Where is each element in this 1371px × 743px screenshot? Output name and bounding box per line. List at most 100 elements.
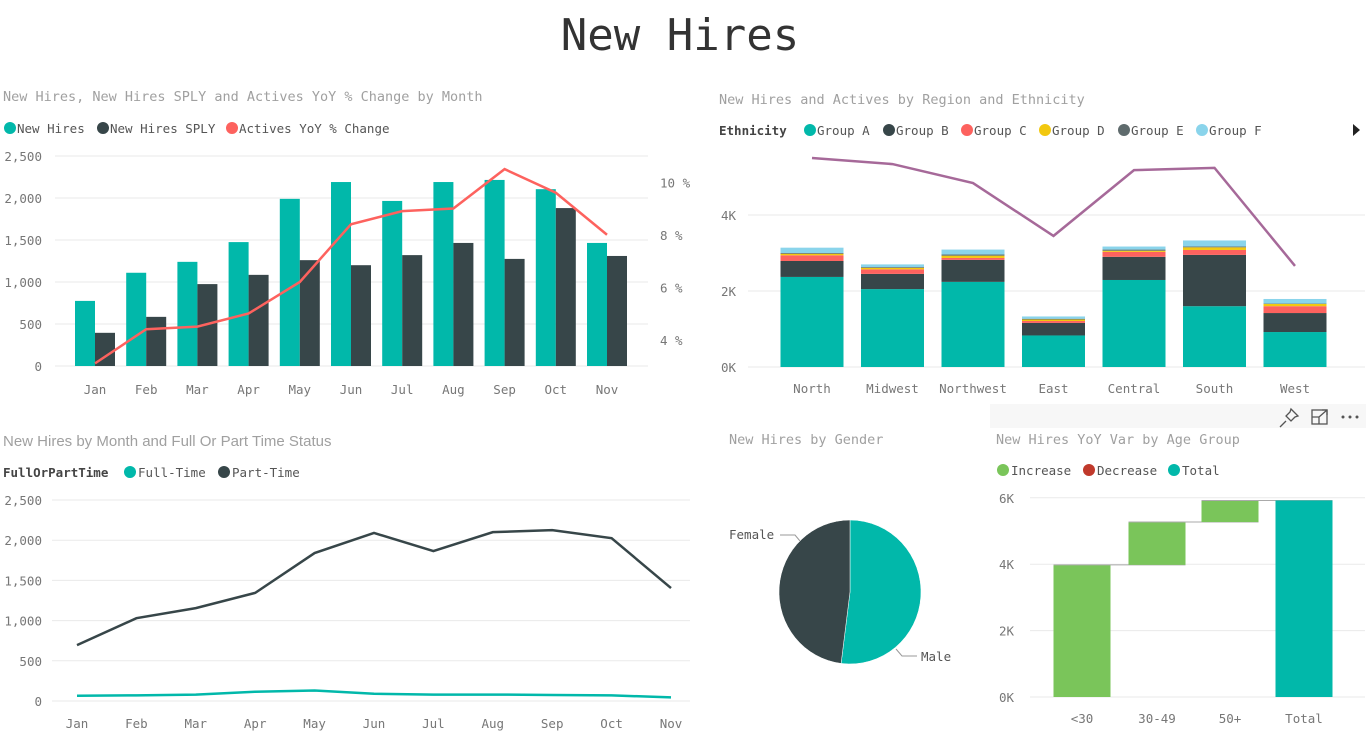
bar-segment-group-d[interactable] <box>1102 250 1166 252</box>
bar-segment-group-f[interactable] <box>941 249 1005 255</box>
bar-new-hires[interactable] <box>177 261 198 366</box>
bar-segment-group-b[interactable] <box>780 260 844 277</box>
waterfall-bar-total[interactable] <box>1275 500 1333 697</box>
legend-new-hires-sply[interactable]: New Hires SPLY <box>110 121 216 136</box>
bar-new-hires-sply[interactable] <box>248 274 269 366</box>
bar-segment-group-c[interactable] <box>941 257 1005 260</box>
bar-segment-group-e[interactable] <box>1022 318 1085 320</box>
bar-new-hires[interactable] <box>279 198 300 366</box>
line-actives-yoy-change <box>94 167 608 365</box>
bar-segment-group-b[interactable] <box>1263 313 1327 333</box>
legend-decrease[interactable]: Decrease <box>1097 463 1157 478</box>
bar-new-hires-sply[interactable] <box>555 208 576 366</box>
bar-segment-group-f[interactable] <box>1022 316 1085 319</box>
bar-new-hires-sply[interactable] <box>504 258 525 366</box>
age-group-waterfall-chart[interactable]: New Hires YoY Var by Age Group Increase … <box>990 404 1366 726</box>
bar-segment-group-d[interactable] <box>941 255 1005 258</box>
new-hires-combo-chart[interactable]: New Hires, New Hires SPLY and Actives Yo… <box>3 89 691 397</box>
bar-segment-group-c[interactable] <box>1263 306 1327 314</box>
bar-segment-group-a[interactable] <box>780 276 844 367</box>
bar-segment-group-d[interactable] <box>861 267 924 270</box>
legend-full-time[interactable]: Full-Time <box>138 465 206 480</box>
bar-segment-group-f[interactable] <box>780 247 844 253</box>
waterfall-bar-increase[interactable] <box>1128 522 1186 565</box>
waterfall-bar-increase[interactable] <box>1201 500 1259 523</box>
bar-segment-group-a[interactable] <box>861 289 924 367</box>
x-tick-label: Jul <box>391 382 414 397</box>
bar-segment-group-a[interactable] <box>1022 335 1085 367</box>
legend-next-arrow-icon[interactable] <box>1353 124 1360 136</box>
legend-item-group[interactable]: Group C <box>974 123 1027 138</box>
bar-segment-group-e[interactable] <box>1102 249 1166 251</box>
bar-new-hires[interactable] <box>535 189 556 366</box>
bar-new-hires-sply[interactable] <box>351 265 371 366</box>
focus-mode-icon[interactable] <box>1311 409 1328 425</box>
bar-segment-group-d[interactable] <box>1183 247 1246 250</box>
y-tick-label: 0 <box>34 694 42 709</box>
bar-segment-group-e[interactable] <box>780 253 844 254</box>
y-tick-label: 2,000 <box>4 533 42 548</box>
bar-segment-group-b[interactable] <box>861 273 924 290</box>
region-ethnicity-chart[interactable]: New Hires and Actives by Region and Ethn… <box>719 92 1365 396</box>
bar-segment-group-f[interactable] <box>1263 298 1327 304</box>
pie-slice-male[interactable] <box>840 519 922 665</box>
legend-part-time[interactable]: Part-Time <box>232 465 300 480</box>
bar-segment-group-b[interactable] <box>941 259 1005 282</box>
bar-segment-group-a[interactable] <box>941 281 1005 367</box>
y-tick-label: 2K <box>721 284 737 299</box>
legend-item-group[interactable]: Group A <box>817 123 870 138</box>
bar-segment-group-c[interactable] <box>1183 249 1246 255</box>
legend-increase[interactable]: Increase <box>1011 463 1071 478</box>
bar-new-hires[interactable] <box>75 300 95 366</box>
bar-segment-group-c[interactable] <box>861 269 924 274</box>
legend-dot-full-time <box>124 466 136 478</box>
bar-new-hires-sply[interactable] <box>95 332 115 366</box>
bar-segment-group-f[interactable] <box>1183 240 1246 247</box>
bar-segment-group-a[interactable] <box>1183 306 1246 367</box>
bar-segment-group-b[interactable] <box>1183 254 1246 307</box>
bar-new-hires[interactable] <box>331 182 351 366</box>
bar-new-hires[interactable] <box>484 179 505 366</box>
bar-new-hires-sply[interactable] <box>607 255 627 366</box>
legend-item-group[interactable]: Group B <box>896 123 949 138</box>
waterfall-bar-increase[interactable] <box>1053 564 1111 697</box>
bar-new-hires[interactable] <box>587 242 607 366</box>
gender-pie-chart[interactable]: New Hires by Gender Female Male <box>729 432 951 665</box>
bar-segment-group-e[interactable] <box>861 267 924 268</box>
pin-icon[interactable] <box>1279 407 1300 428</box>
bar-segment-group-d[interactable] <box>1022 319 1085 322</box>
bar-segment-group-e[interactable] <box>1183 246 1246 248</box>
full-part-time-line-chart[interactable]: New Hires by Month and Full Or Part Time… <box>3 433 690 731</box>
legend-item-group[interactable]: Group E <box>1131 123 1184 138</box>
bar-segment-group-f[interactable] <box>1102 246 1166 250</box>
bar-new-hires-sply[interactable] <box>402 255 423 366</box>
bar-new-hires[interactable] <box>126 272 147 366</box>
bar-segment-group-a[interactable] <box>1102 279 1166 367</box>
bar-new-hires[interactable] <box>382 200 403 366</box>
legend-new-hires[interactable]: New Hires <box>17 121 85 136</box>
legend-actives-yoy[interactable]: Actives YoY % Change <box>239 121 390 136</box>
bar-new-hires[interactable] <box>228 242 249 366</box>
bar-segment-group-c[interactable] <box>1022 321 1085 323</box>
bar-segment-group-b[interactable] <box>1102 256 1166 280</box>
bar-segment-group-c[interactable] <box>1102 251 1166 257</box>
bar-new-hires[interactable] <box>433 182 454 366</box>
bar-segment-group-d[interactable] <box>1263 303 1327 307</box>
legend-item-group[interactable]: Group F <box>1209 123 1262 138</box>
more-options-icon[interactable] <box>1341 415 1359 419</box>
bar-new-hires-sply[interactable] <box>146 316 167 366</box>
line-full-time[interactable] <box>76 689 672 699</box>
line-part-time[interactable] <box>76 528 672 647</box>
bar-segment-group-f[interactable] <box>861 264 924 268</box>
bar-segment-group-d[interactable] <box>780 253 844 256</box>
bar-new-hires-sply[interactable] <box>299 260 320 366</box>
bar-segment-group-c[interactable] <box>780 255 844 261</box>
pie-slice-female[interactable] <box>778 519 851 664</box>
legend-item-group[interactable]: Group D <box>1052 123 1105 138</box>
legend-total[interactable]: Total <box>1182 463 1220 478</box>
x-tick-label: North <box>793 381 831 396</box>
bar-new-hires-sply[interactable] <box>453 242 474 366</box>
bar-segment-group-a[interactable] <box>1263 332 1327 367</box>
bar-segment-group-b[interactable] <box>1022 322 1085 336</box>
bar-segment-group-e[interactable] <box>941 254 1005 256</box>
